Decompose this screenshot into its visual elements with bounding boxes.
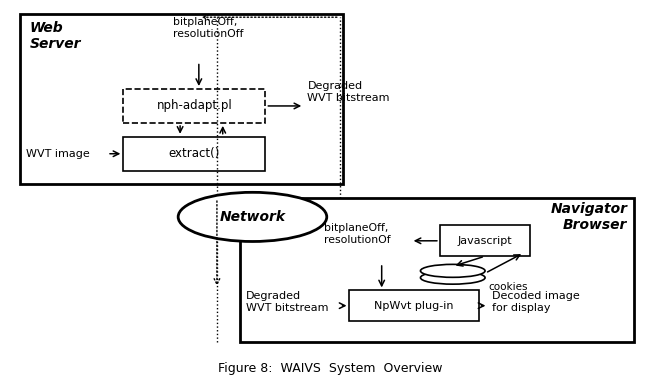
FancyBboxPatch shape	[123, 89, 265, 123]
Text: extract(): extract()	[168, 147, 220, 160]
Text: Degraded
WVT bitstream: Degraded WVT bitstream	[308, 81, 390, 103]
Ellipse shape	[178, 192, 327, 242]
FancyBboxPatch shape	[123, 137, 265, 171]
Ellipse shape	[420, 264, 485, 277]
Text: Network: Network	[219, 210, 286, 224]
FancyBboxPatch shape	[440, 225, 530, 256]
Text: Decoded image
for display: Decoded image for display	[492, 291, 579, 313]
Text: nph-adapt.pl: nph-adapt.pl	[156, 100, 232, 112]
Text: Figure 8:  WAIVS  System  Overview: Figure 8: WAIVS System Overview	[218, 362, 442, 375]
Text: cookies: cookies	[488, 282, 528, 292]
Text: bitplaneOff,
resolutionOf: bitplaneOff, resolutionOf	[323, 223, 390, 245]
Text: Navigator
Browser: Navigator Browser	[550, 201, 627, 232]
Text: Javascript: Javascript	[458, 236, 512, 246]
Text: bitplaneOff,
resolutionOff: bitplaneOff, resolutionOff	[173, 17, 244, 39]
Text: Degraded
WVT bitstream: Degraded WVT bitstream	[246, 291, 329, 313]
FancyBboxPatch shape	[240, 198, 634, 342]
Text: Web
Server: Web Server	[30, 21, 81, 51]
Ellipse shape	[420, 271, 485, 284]
Text: NpWvt plug-in: NpWvt plug-in	[374, 301, 453, 311]
FancyBboxPatch shape	[349, 290, 478, 321]
FancyBboxPatch shape	[20, 14, 343, 184]
Text: WVT image: WVT image	[26, 149, 90, 159]
